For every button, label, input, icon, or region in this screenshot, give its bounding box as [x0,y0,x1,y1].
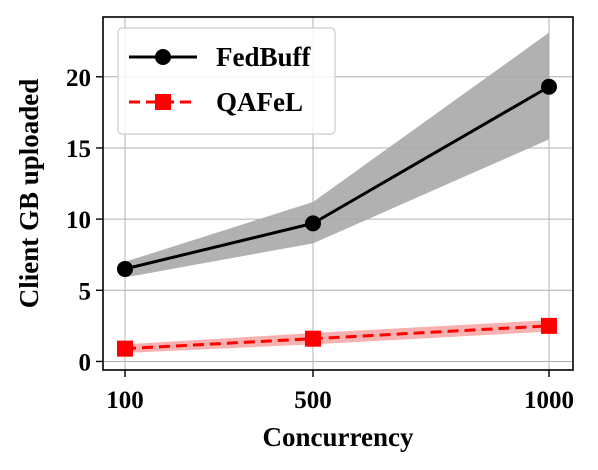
legend-label: FedBuff [216,42,312,72]
legend-entry: QAFeL [129,87,303,117]
fedbuff-point [305,215,321,232]
y-tick-label: 15 [66,136,91,163]
x-tick-label: 500 [294,387,332,414]
y-tick-label: 5 [79,278,92,305]
x-tick-label: 1000 [524,387,574,414]
x-axis-label: Concurrency [263,422,414,452]
legend-marker [155,94,171,110]
y-tick-label: 0 [79,349,92,376]
series-markers [117,78,557,357]
fedbuff-band [125,32,549,278]
y-axis-label: Client GB uploaded [14,79,44,309]
fedbuff-point [117,260,133,277]
legend-label: QAFeL [216,87,303,117]
legend-box [117,27,336,135]
plot-frame [102,16,574,371]
qafel-point [117,340,133,357]
legend-entry: FedBuff [129,42,312,72]
legend-marker [155,49,171,65]
fedbuff-point [541,78,557,95]
x-tick-label: 100 [106,387,144,414]
axis-ticks: 0 5 10 15 20 100 500 1000 [66,65,574,414]
qafel-point [541,317,557,334]
y-tick-label: 20 [66,65,91,92]
legend: FedBuff QAFeL [117,27,336,135]
qafel-point [305,330,321,347]
y-tick-label: 10 [66,207,91,234]
